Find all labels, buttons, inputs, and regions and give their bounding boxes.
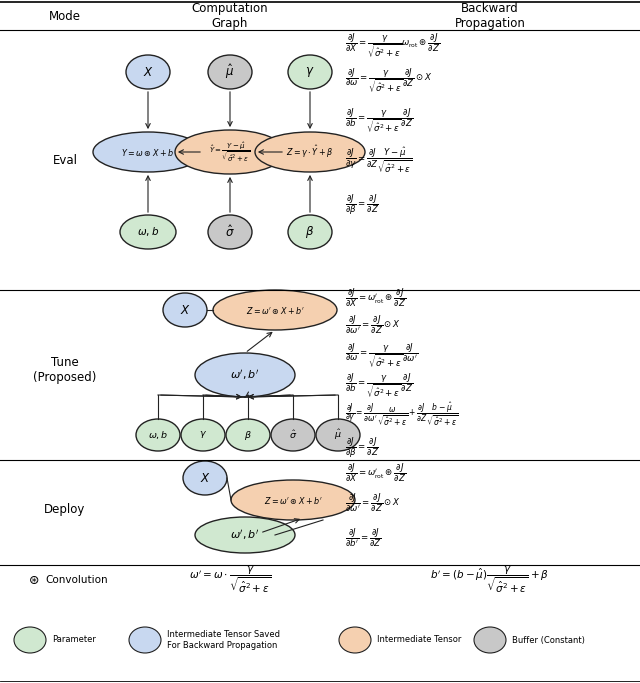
Text: $\dfrac{\partial J}{\partial\beta}=\dfrac{\partial J}{\partial Z}$: $\dfrac{\partial J}{\partial\beta}=\dfra… [345,436,379,460]
Ellipse shape [195,517,295,553]
Text: Deploy: Deploy [44,503,86,516]
Ellipse shape [213,290,337,330]
Text: $\dfrac{\partial J}{\partial b}=\dfrac{\gamma}{\sqrt{\hat{\sigma}^2+\epsilon}}\d: $\dfrac{\partial J}{\partial b}=\dfrac{\… [345,371,413,399]
Ellipse shape [93,132,203,172]
Text: Convolution: Convolution [45,575,108,585]
Text: $\omega',b'$: $\omega',b'$ [230,528,260,542]
Text: $Z=\gamma\cdot\hat{Y}+\beta$: $Z=\gamma\cdot\hat{Y}+\beta$ [286,143,333,161]
Text: $\hat{\sigma}$: $\hat{\sigma}$ [289,429,297,441]
Ellipse shape [255,132,365,172]
Text: Parameter: Parameter [52,635,96,645]
Text: $X$: $X$ [200,471,211,484]
Text: Buffer (Constant): Buffer (Constant) [512,635,585,645]
Ellipse shape [136,419,180,451]
Text: $\dfrac{\partial J}{\partial\omega}=\dfrac{\gamma}{\sqrt{\hat{\sigma}^2+\epsilon: $\dfrac{\partial J}{\partial\omega}=\dfr… [345,341,419,369]
Ellipse shape [126,55,170,89]
Text: $\dfrac{\partial J}{\partial b}=\dfrac{\gamma}{\sqrt{\hat{\sigma}^2+\epsilon}}\d: $\dfrac{\partial J}{\partial b}=\dfrac{\… [345,106,413,134]
Ellipse shape [163,293,207,327]
Text: $\dfrac{\partial J}{\partial X}=\omega_{\rm rot}^{\prime}\circledast\dfrac{\part: $\dfrac{\partial J}{\partial X}=\omega_{… [345,462,406,484]
Text: $\dfrac{\partial J}{\partial X}=\dfrac{\gamma}{\sqrt{\hat{\sigma}^2+\epsilon}}\o: $\dfrac{\partial J}{\partial X}=\dfrac{\… [345,31,440,59]
Text: $X$: $X$ [143,66,154,79]
Text: Intermediate Tensor Saved
For Backward Propagation: Intermediate Tensor Saved For Backward P… [167,630,280,650]
Text: $\omega'=\omega\cdot\dfrac{\gamma}{\sqrt{\hat{\sigma}^2+\epsilon}}$: $\omega'=\omega\cdot\dfrac{\gamma}{\sqrt… [189,565,271,596]
Ellipse shape [316,419,360,451]
Ellipse shape [339,627,371,653]
Ellipse shape [195,353,295,397]
Text: Eval: Eval [52,154,77,167]
Ellipse shape [226,419,270,451]
Ellipse shape [183,461,227,495]
Ellipse shape [288,215,332,249]
Text: $\dfrac{\partial J}{\partial X}=\omega_{\rm rot}^{\prime}\circledast\dfrac{\part: $\dfrac{\partial J}{\partial X}=\omega_{… [345,287,406,309]
Text: $Z=\omega'\circledast X+b'$: $Z=\omega'\circledast X+b'$ [246,305,305,316]
Text: $\gamma$: $\gamma$ [199,430,207,441]
Text: $\hat{\mu}$: $\hat{\mu}$ [334,428,342,443]
Text: $\gamma$: $\gamma$ [305,65,315,79]
Ellipse shape [175,130,285,174]
Text: $\dfrac{\partial J}{\partial\omega}=\dfrac{\gamma}{\sqrt{\hat{\sigma}^2+\epsilon: $\dfrac{\partial J}{\partial\omega}=\dfr… [345,66,433,94]
Text: $\dfrac{\partial J}{\partial\gamma}=\dfrac{\partial J}{\partial Z}\dfrac{Y-\hat{: $\dfrac{\partial J}{\partial\gamma}=\dfr… [345,145,413,175]
Text: Tune
(Proposed): Tune (Proposed) [33,356,97,384]
Ellipse shape [14,627,46,653]
Text: $\hat{Y}=\dfrac{Y-\hat{\mu}}{\sqrt{\hat{\sigma}^2+\epsilon}}$: $\hat{Y}=\dfrac{Y-\hat{\mu}}{\sqrt{\hat{… [209,140,251,164]
Text: $b'=(b-\hat{\mu})\dfrac{\gamma}{\sqrt{\hat{\sigma}^2+\epsilon}}+\beta$: $b'=(b-\hat{\mu})\dfrac{\gamma}{\sqrt{\h… [431,565,550,596]
Text: $\beta$: $\beta$ [305,224,315,240]
Ellipse shape [231,480,355,520]
Text: $X$: $X$ [180,303,190,316]
Text: $\dfrac{\partial J}{\partial\gamma}=\dfrac{\partial J}{\partial\omega'}\dfrac{\o: $\dfrac{\partial J}{\partial\gamma}=\dfr… [345,401,458,429]
Text: $\omega,b$: $\omega,b$ [137,225,159,238]
Text: Intermediate Tensor: Intermediate Tensor [377,635,461,645]
Text: Backward
Propagation: Backward Propagation [454,2,525,30]
Ellipse shape [474,627,506,653]
Text: $\hat{\sigma}$: $\hat{\sigma}$ [225,224,235,240]
Ellipse shape [181,419,225,451]
Text: $Y=\omega\circledast X+b$: $Y=\omega\circledast X+b$ [122,146,175,158]
Text: $\hat{\mu}$: $\hat{\mu}$ [225,63,234,81]
Text: $Z=\omega'\circledast X+b'$: $Z=\omega'\circledast X+b'$ [264,494,323,505]
Ellipse shape [271,419,315,451]
Text: Computation
Graph: Computation Graph [192,2,268,30]
Text: $\circledast$: $\circledast$ [28,574,39,587]
Ellipse shape [288,55,332,89]
Text: $\dfrac{\partial J}{\partial\omega'}=\dfrac{\partial J}{\partial Z}\odot X$: $\dfrac{\partial J}{\partial\omega'}=\df… [345,313,401,336]
Ellipse shape [208,215,252,249]
Ellipse shape [208,55,252,89]
Text: $\omega',b'$: $\omega',b'$ [230,368,260,382]
Text: $\dfrac{\partial J}{\partial b'}=\dfrac{\partial J}{\partial Z}$: $\dfrac{\partial J}{\partial b'}=\dfrac{… [345,527,381,549]
Ellipse shape [120,215,176,249]
Text: Mode: Mode [49,10,81,23]
Text: $\dfrac{\partial J}{\partial\omega'}=\dfrac{\partial J}{\partial Z}\odot X$: $\dfrac{\partial J}{\partial\omega'}=\df… [345,492,401,514]
Text: $\dfrac{\partial J}{\partial\beta}=\dfrac{\partial J}{\partial Z}$: $\dfrac{\partial J}{\partial\beta}=\dfra… [345,193,379,217]
Ellipse shape [129,627,161,653]
Text: $\beta$: $\beta$ [244,428,252,441]
Text: $\omega,b$: $\omega,b$ [148,429,168,441]
